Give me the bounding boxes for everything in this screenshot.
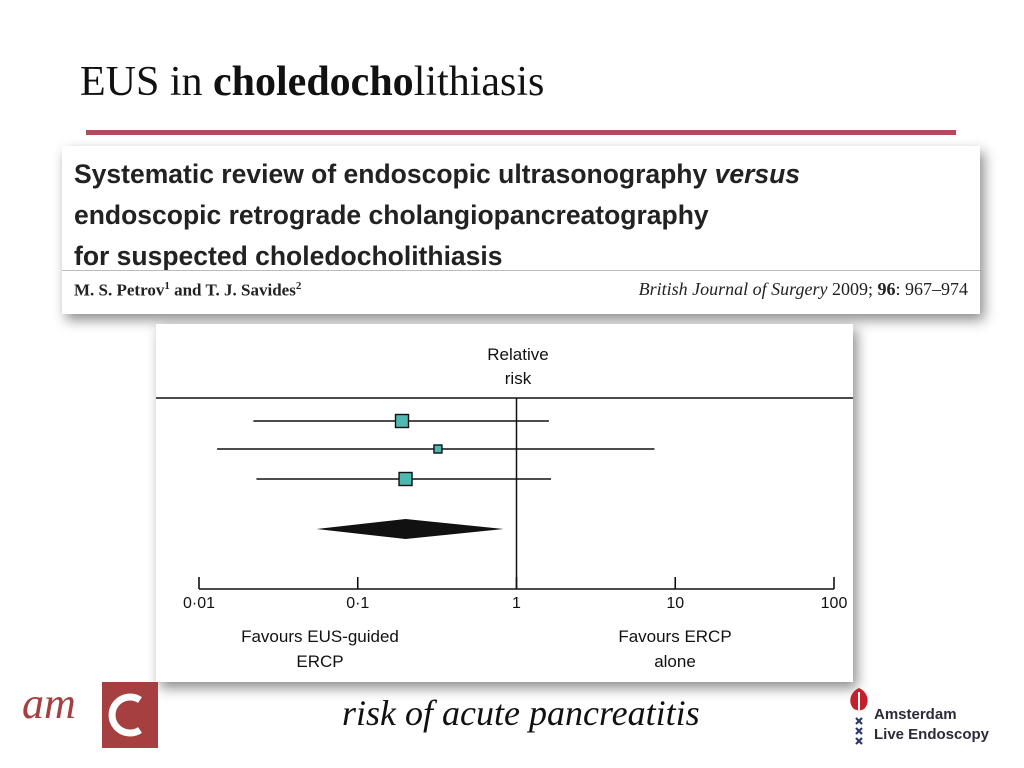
study-marker <box>398 471 413 487</box>
slide-subtitle: risk of acute pancreatitis <box>342 693 700 733</box>
forest-plot-card: Relative risk 0·01 0·1 1 10 100 Favours EUS-… <box>156 324 853 682</box>
header-relative: Relative <box>487 345 548 364</box>
title-suffix: lithiasis <box>413 59 545 105</box>
favours-right-line-1: Favours ERCP <box>618 627 731 646</box>
paper-authors: M. S. Petrov1 and T. J. Savides2 <box>74 280 301 301</box>
ale-logo: Amsterdam Live Endoscopy <box>846 686 1016 750</box>
slide-title: EUS in choledocholithiasis <box>80 58 544 106</box>
paper-title: Systematic review of endoscopic ultrason… <box>74 154 974 277</box>
x-tick-label: 10 <box>666 595 684 612</box>
x-tick-label: 0·1 <box>346 595 369 612</box>
amc-logo-text: am <box>22 679 76 728</box>
x-tick-label: 1 <box>512 595 521 612</box>
author-1-affiliation: 1 <box>164 280 170 292</box>
amc-logo-mark <box>102 682 158 748</box>
amc-logo: am <box>22 676 162 756</box>
paper-title-line-3: for suspected choledocholithiasis <box>74 241 503 271</box>
x-tick-label: 100 <box>821 595 848 612</box>
title-prefix: EUS in <box>80 59 214 105</box>
favours-left-line-1: Favours EUS-guided <box>241 627 399 646</box>
forest-plot: Relative risk 0·01 0·1 1 10 100 Favours EUS-… <box>156 345 853 671</box>
ale-logo-line-2: Live Endoscopy <box>874 726 990 743</box>
paper-title-line-1: Systematic review of endoscopic ultrason… <box>74 154 974 195</box>
pooled-diamond <box>316 519 504 539</box>
citation-pages: : 967–974 <box>895 279 968 299</box>
paper-title-line-2: endoscopic retrograde cholangiopancreato… <box>74 200 709 230</box>
header-risk: risk <box>505 369 532 388</box>
favours-left-line-2: ERCP <box>296 652 343 671</box>
citation-year: 2009; <box>827 279 878 299</box>
author-2-affiliation: 2 <box>295 280 302 292</box>
ale-logo-line-1: Amsterdam <box>874 706 957 723</box>
journal-name: British Journal of Surgery <box>638 279 828 299</box>
citation-volume: 96 <box>877 279 896 299</box>
tulip-icon <box>850 688 868 745</box>
author-2: T. J. Savides <box>205 280 296 300</box>
favours-right-line-2: alone <box>654 652 696 671</box>
study-marker <box>394 413 410 429</box>
author-join: and <box>169 280 206 300</box>
paper-citation: British Journal of Surgery 2009; 96: 967… <box>639 279 968 300</box>
x-tick-label: 0·01 <box>183 595 215 612</box>
title-bold: choledocho <box>213 59 414 105</box>
paper-header-card: Systematic review of endoscopic ultrason… <box>62 146 980 314</box>
study-marker <box>433 444 443 454</box>
title-underline <box>86 130 956 135</box>
paper-divider <box>62 270 980 271</box>
paper-title-line-1-text: Systematic review of endoscopic ultrason… <box>74 159 715 189</box>
paper-title-versus: versus <box>714 159 801 189</box>
author-1: M. S. Petrov <box>74 280 165 300</box>
